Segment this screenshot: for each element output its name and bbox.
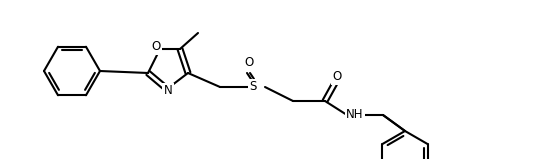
Text: O: O bbox=[244, 56, 254, 69]
Text: O: O bbox=[332, 70, 342, 83]
Text: S: S bbox=[249, 80, 257, 93]
Text: N: N bbox=[164, 84, 172, 97]
Text: NH: NH bbox=[346, 108, 364, 121]
Text: O: O bbox=[151, 41, 160, 53]
